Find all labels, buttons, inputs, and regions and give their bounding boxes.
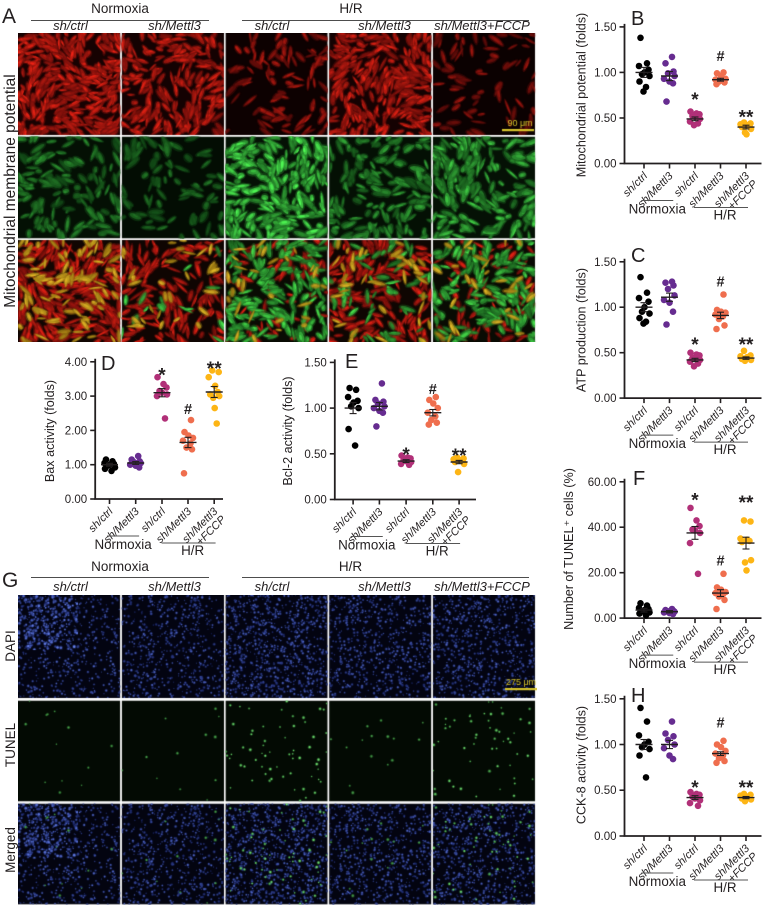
svg-text:Normoxia: Normoxia	[629, 436, 687, 451]
svg-text:ATP production (folds): ATP production (folds)	[575, 268, 589, 392]
svg-text:#: #	[716, 275, 724, 291]
svg-text:CCK-8 activity (folds): CCK-8 activity (folds)	[575, 706, 589, 824]
svg-text:0.50: 0.50	[594, 348, 616, 360]
svg-text:3.00: 3.00	[65, 391, 87, 403]
svg-text:Normoxia: Normoxia	[629, 202, 687, 217]
svg-text:C: C	[631, 245, 645, 267]
svg-text:#: #	[716, 553, 724, 569]
svg-text:0.00: 0.00	[594, 393, 616, 405]
svg-text:1.00: 1.00	[594, 740, 616, 752]
svg-text:H/R: H/R	[713, 662, 736, 677]
svg-text:Normoxia: Normoxia	[629, 874, 687, 889]
svg-text:4.00: 4.00	[65, 357, 87, 369]
svg-text:**: **	[739, 493, 754, 514]
svg-text:Normoxia: Normoxia	[629, 656, 687, 671]
svg-text:*: *	[158, 365, 166, 386]
svg-text:H/R: H/R	[713, 442, 736, 457]
svg-text:H: H	[631, 685, 645, 707]
svg-text:20.00: 20.00	[588, 568, 617, 580]
svg-text:**: **	[739, 778, 754, 799]
svg-text:*: *	[691, 335, 699, 356]
svg-text:0.00: 0.00	[594, 831, 616, 843]
svg-text:#: #	[429, 382, 437, 398]
svg-text:1.00: 1.00	[594, 302, 616, 314]
svg-text:**: **	[452, 446, 467, 467]
svg-text:Bcl-2 activity (folds): Bcl-2 activity (folds)	[281, 376, 295, 485]
svg-text:D: D	[101, 353, 115, 375]
svg-text:0.50: 0.50	[594, 113, 616, 125]
svg-text:1.50: 1.50	[304, 357, 326, 369]
svg-text:H/R: H/R	[181, 543, 204, 558]
svg-text:*: *	[402, 445, 410, 466]
svg-text:**: **	[739, 107, 754, 128]
svg-text:Bax activity (folds): Bax activity (folds)	[43, 380, 57, 482]
svg-text:#: #	[716, 716, 724, 732]
svg-text:0.00: 0.00	[594, 159, 616, 171]
svg-text:*: *	[691, 778, 699, 799]
svg-text:Normoxia: Normoxia	[338, 538, 396, 553]
svg-text:**: **	[739, 335, 754, 356]
svg-text:0.50: 0.50	[594, 785, 616, 797]
svg-text:2.00: 2.00	[65, 425, 87, 437]
svg-text:#: #	[184, 402, 192, 418]
svg-text:B: B	[631, 8, 644, 30]
svg-text:E: E	[345, 351, 358, 373]
svg-text:1.00: 1.00	[65, 460, 87, 472]
svg-text:0.00: 0.00	[594, 613, 616, 625]
svg-text:0.00: 0.00	[304, 495, 326, 507]
svg-text:#: #	[716, 49, 724, 65]
svg-text:40.00: 40.00	[588, 522, 617, 534]
svg-text:*: *	[691, 491, 699, 512]
svg-text:1.50: 1.50	[594, 694, 616, 706]
svg-text:H/R: H/R	[713, 880, 736, 895]
svg-text:**: **	[207, 359, 222, 380]
svg-text:1.50: 1.50	[594, 257, 616, 269]
svg-text:60.00: 60.00	[588, 477, 617, 489]
svg-text:Normoxia: Normoxia	[94, 537, 152, 552]
svg-text:1.50: 1.50	[594, 22, 616, 34]
svg-text:1.00: 1.00	[304, 403, 326, 415]
svg-text:H/R: H/R	[713, 208, 736, 223]
svg-text:1.00: 1.00	[594, 67, 616, 79]
svg-text:0.50: 0.50	[304, 449, 326, 461]
svg-text:Mitochondrial potential (folds: Mitochondrial potential (folds)	[575, 13, 589, 178]
svg-text:0.00: 0.00	[65, 494, 87, 506]
svg-text:H/R: H/R	[426, 544, 449, 559]
svg-text:F: F	[633, 468, 645, 490]
svg-text:*: *	[691, 90, 699, 111]
svg-text:Number of TUNEL⁺ cells (%): Number of TUNEL⁺ cells (%)	[562, 468, 576, 630]
